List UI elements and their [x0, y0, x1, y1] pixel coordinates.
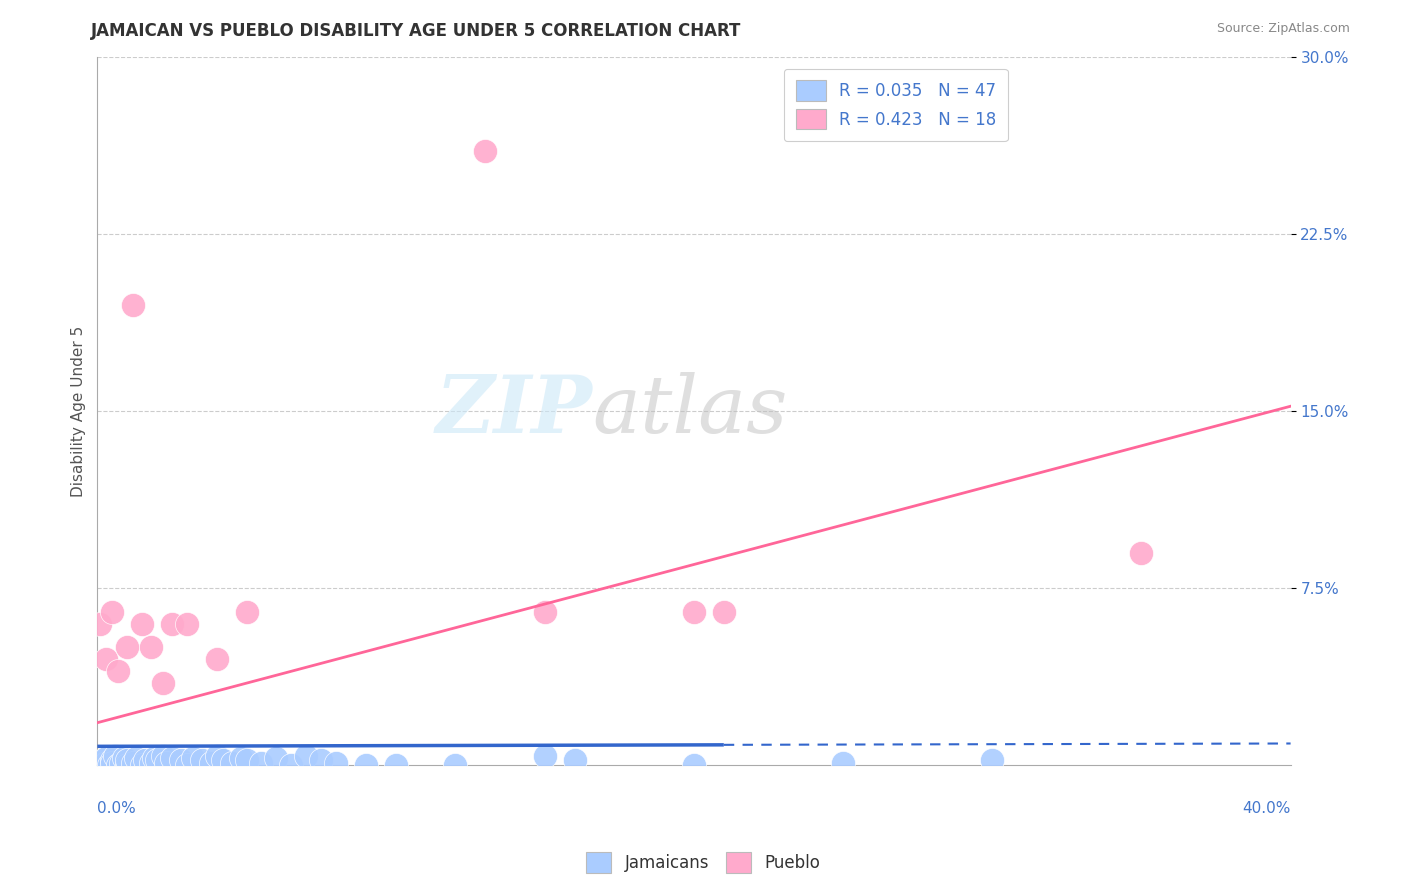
Point [101, 756, 124, 770]
Point [325, 756, 347, 770]
Text: 40.0%: 40.0% [1243, 801, 1291, 815]
Point [235, 754, 257, 768]
Legend: Jamaicans, Pueblo: Jamaicans, Pueblo [579, 846, 827, 880]
Point [1130, 546, 1153, 560]
Text: Source: ZipAtlas.com: Source: ZipAtlas.com [1216, 22, 1350, 36]
Point [115, 758, 138, 772]
Point [101, 605, 124, 619]
Point [205, 748, 228, 763]
Point [181, 751, 204, 765]
Point [444, 758, 467, 772]
Point [384, 758, 406, 772]
Point [250, 756, 273, 770]
Text: atlas: atlas [592, 372, 787, 450]
Point [115, 640, 138, 654]
Point [176, 758, 198, 772]
Point [266, 751, 288, 765]
Point [160, 616, 183, 631]
Point [683, 758, 706, 772]
Point [91, 754, 114, 768]
Point [143, 751, 166, 765]
Point [155, 756, 177, 770]
Point [190, 754, 212, 768]
Point [122, 298, 145, 312]
Point [200, 756, 222, 770]
Point [221, 756, 243, 770]
Point [115, 754, 138, 768]
Point [160, 751, 183, 765]
Point [229, 751, 252, 765]
Point [89, 758, 111, 772]
Y-axis label: Disability Age Under 5: Disability Age Under 5 [72, 326, 86, 497]
Text: 0.0%: 0.0% [97, 801, 136, 815]
Point [122, 756, 145, 770]
Point [104, 748, 127, 763]
Legend: R = 0.035   N = 47, R = 0.423   N = 18: R = 0.035 N = 47, R = 0.423 N = 18 [785, 69, 1008, 141]
Point [96, 751, 118, 765]
Point [146, 754, 169, 768]
Point [309, 754, 332, 768]
Point [98, 758, 121, 772]
Point [89, 616, 111, 631]
Point [125, 751, 148, 765]
Point [131, 758, 153, 772]
Point [295, 748, 318, 763]
Point [564, 754, 586, 768]
Point [139, 756, 162, 770]
Text: ZIP: ZIP [436, 372, 592, 450]
Point [101, 754, 124, 768]
Point [474, 144, 496, 158]
Point [832, 756, 855, 770]
Point [533, 605, 555, 619]
Point [139, 640, 162, 654]
Point [131, 616, 153, 631]
Point [354, 758, 377, 772]
Point [96, 756, 118, 770]
Point [134, 754, 156, 768]
Point [152, 675, 174, 690]
Point [107, 758, 129, 772]
Point [211, 754, 233, 768]
Point [713, 605, 735, 619]
Point [110, 756, 132, 770]
Point [205, 652, 228, 666]
Point [981, 754, 1004, 768]
Point [96, 652, 118, 666]
Point [152, 748, 174, 763]
Point [280, 758, 302, 772]
Text: JAMAICAN VS PUEBLO DISABILITY AGE UNDER 5 CORRELATION CHART: JAMAICAN VS PUEBLO DISABILITY AGE UNDER … [91, 22, 742, 40]
Point [112, 751, 135, 765]
Point [235, 605, 257, 619]
Point [533, 748, 555, 763]
Point [176, 616, 198, 631]
Point [170, 754, 193, 768]
Point [683, 605, 706, 619]
Point [107, 664, 129, 678]
